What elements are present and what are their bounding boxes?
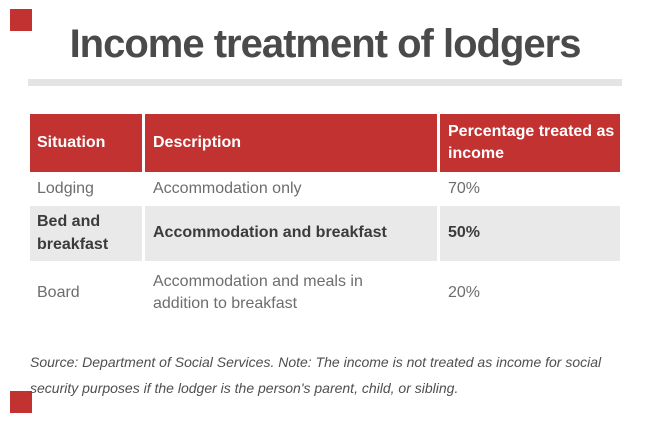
column-header-percentage: Percentage treated as income: [437, 114, 620, 172]
description-cell: Accommodation and meals in addition to b…: [142, 261, 437, 325]
column-header-label: Percentage treated as income: [448, 122, 615, 162]
situation-value: Lodging: [37, 179, 94, 197]
description-value: Accommodation only: [153, 179, 302, 197]
percentage-cell: 70%: [437, 172, 620, 206]
percentage-value: 50%: [448, 224, 481, 242]
description-cell: Accommodation and breakfast: [142, 206, 437, 261]
situation-cell: Lodging: [30, 172, 142, 206]
percentage-value: 20%: [448, 283, 481, 301]
source-note: Source: Department of Social Services. N…: [30, 354, 602, 396]
percentage-cell: 50%: [437, 206, 620, 261]
situation-cell: Bed and breakfast: [30, 206, 142, 261]
column-header-label: Situation: [37, 133, 106, 151]
situation-value: Board: [37, 283, 80, 301]
table-header-row: Situation Description Percentage treated…: [30, 114, 620, 172]
table-row-bed-and-breakfast: Bed and breakfast Accommodation and brea…: [30, 206, 620, 261]
description-value: Accommodation and breakfast: [153, 224, 387, 242]
column-header-label: Description: [153, 133, 242, 151]
table-row-lodging: Lodging Accommodation only 70%: [30, 172, 620, 206]
percentage-value: 70%: [448, 179, 481, 197]
percentage-cell: 20%: [437, 261, 620, 325]
lodger-income-table: Situation Description Percentage treated…: [30, 114, 620, 325]
column-header-situation: Situation: [30, 114, 142, 172]
situation-cell: Board: [30, 261, 142, 325]
title-underline-rule: [28, 79, 622, 86]
description-value: Accommodation and meals in addition to b…: [153, 272, 363, 312]
table-row-board: Board Accommodation and meals in additio…: [30, 261, 620, 325]
column-header-description: Description: [142, 114, 437, 172]
red-corner-marker-top: [10, 9, 32, 31]
red-corner-marker-bottom: [10, 391, 32, 413]
description-cell: Accommodation only: [142, 172, 437, 206]
situation-value: Bed and breakfast: [37, 213, 109, 253]
page-title: Income treatment of lodgers: [69, 22, 582, 66]
